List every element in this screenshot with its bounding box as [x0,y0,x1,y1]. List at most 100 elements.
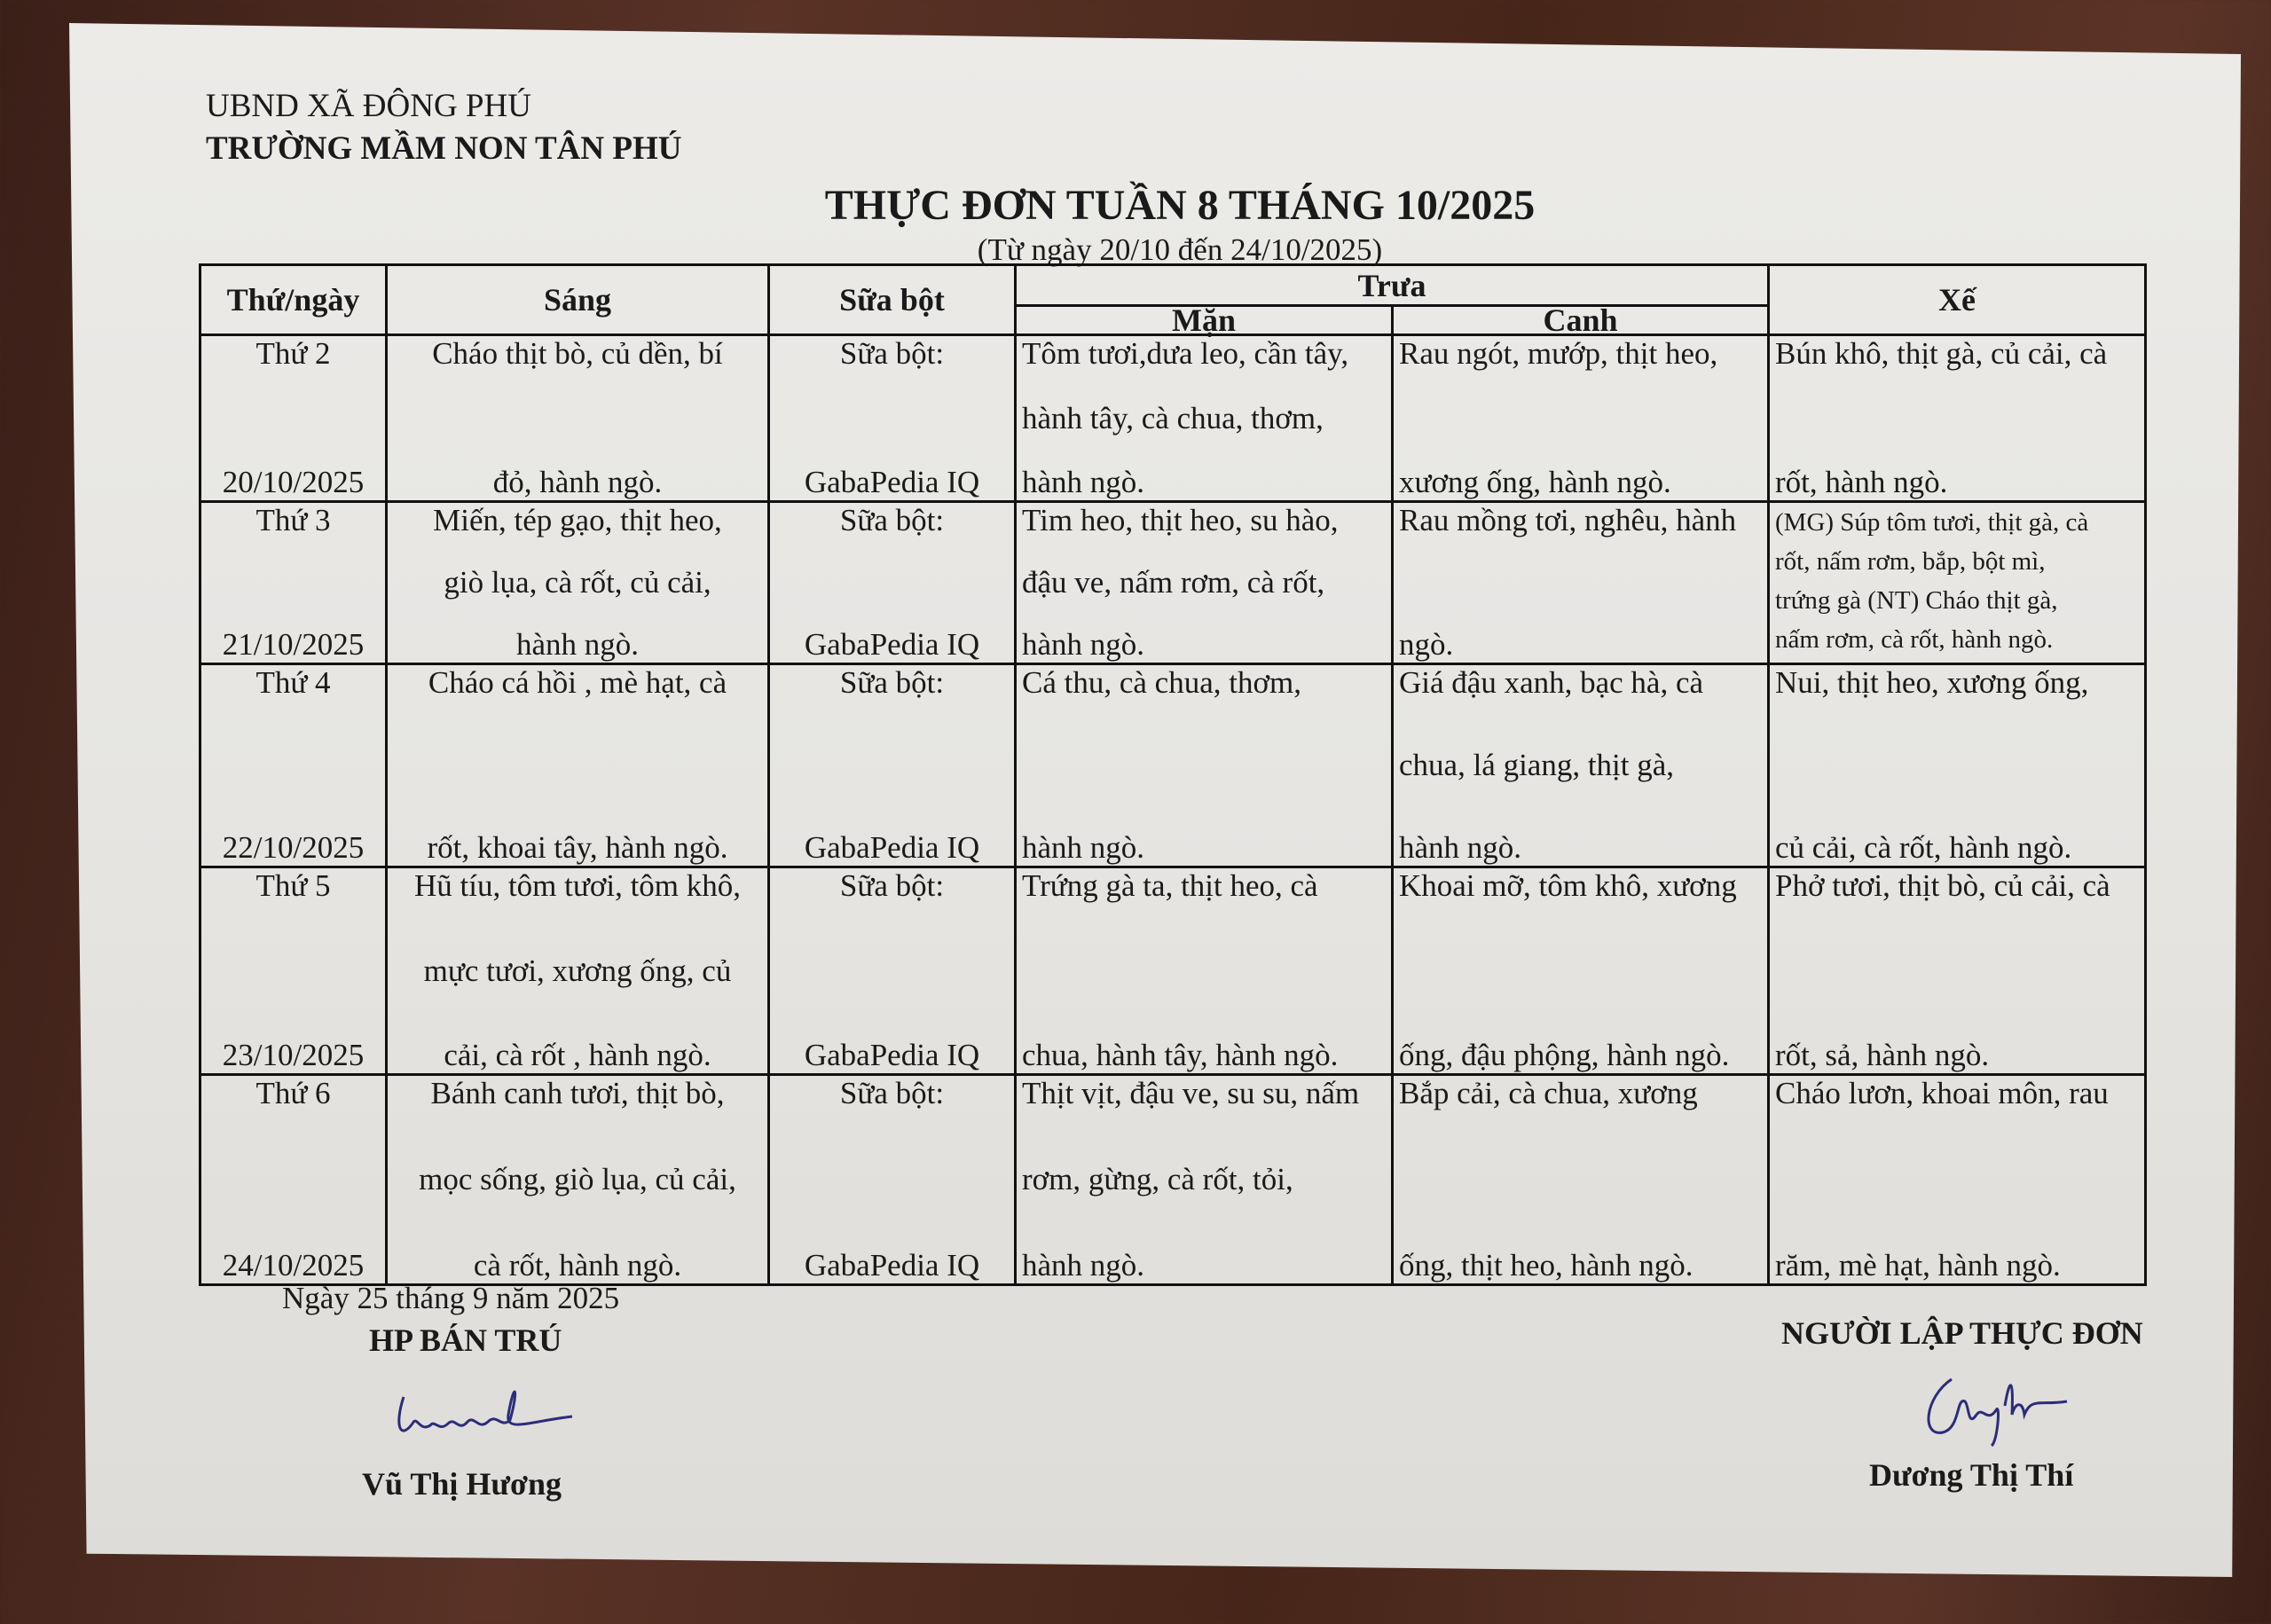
cell-day: Thứ 4 22/10/2025 [199,663,388,868]
cell-line: rốt, sả, hành ngò. [1775,1038,1990,1072]
cell-line: rốt, hành ngò. [1775,465,1948,499]
header-sang: Sáng [385,263,770,336]
cell-man: Trứng gà ta, thịt heo, cà chua, hành tây,… [1014,866,1394,1076]
cell-sua: Sữa bột: GabaPedia IQ [767,333,1017,503]
cell-man: Tôm tươi,dưa leo, cần tây, hành tây, cà c… [1014,333,1394,503]
right-signature [1927,1377,2068,1447]
date-label: 22/10/2025 [222,830,365,865]
date-label: 23/10/2025 [222,1038,365,1072]
cell-line: hành ngò. [1022,465,1145,499]
cell-line: hành ngò. [1022,627,1145,662]
cell-canh: Bắp cải, cà chua, xương ống, thịt heo, hà… [1391,1073,1770,1286]
cell-line: ngò. [1399,627,1454,662]
cell-line: giò lụa, cà rốt, củ cải, [444,565,711,600]
menu-title: THỰC ĐƠN TUẦN 8 THÁNG 10/2025 [824,182,1536,229]
cell-line: chua, lá giang, thịt gà, [1399,748,1675,782]
date-label: 20/10/2025 [222,465,365,499]
cell-line: Khoai mỡ, tôm khô, xương [1399,868,1737,903]
cell-line: GabaPedia IQ [804,627,980,662]
cell-line: GabaPedia IQ [804,465,980,499]
cell-sang: Miến, tép gạo, thịt heo, giò lụa, cà rốt,… [385,500,770,665]
cell-xe: Cháo lươn, khoai môn, rau răm, mè hạt, hà… [1767,1073,2147,1286]
left-signer-name: Vũ Thị Hương [362,1466,562,1502]
menu-row: Thứ 2 20/10/2025 Cháo thịt bò, củ dền, bí đ… [199,333,2147,503]
cell-line: Rau mồng tơi, nghêu, hành [1399,503,1737,537]
school-name: TRƯỜNG MẦM NON TÂN PHÚ [206,130,682,167]
right-signer-name: Dương Thị Thí [1869,1457,2074,1493]
cell-sang: Cháo thịt bò, củ dền, bí đỏ, hành ngò. [385,333,770,503]
cell-line: Phở tươi, thịt bò, củ cải, cà [1775,868,2110,903]
cell-xe: Phở tươi, thịt bò, củ cải, cà rốt, sả, hà… [1767,866,2147,1076]
cell-line: Rau ngót, mướp, thịt heo, [1399,336,1718,371]
cell-sang: Bánh canh tươi, thịt bò, mọc sống, giò lụ… [385,1073,770,1286]
cell-line: ống, đậu phộng, hành ngò. [1399,1038,1730,1072]
cell-line: hành ngò. [515,627,640,662]
cell-line: cà rốt, hành ngò. [473,1248,682,1283]
weekday-label: Thứ 2 [255,336,331,371]
header-day: Thứ/ngày [199,263,388,336]
cell-line: củ cải, cà rốt, hành ngò. [1775,830,2072,865]
cell-line: xương ống, hành ngò. [1399,465,1671,499]
cell-day: Thứ 2 20/10/2025 [199,333,388,503]
cell-line: Sữa bột: [839,503,945,537]
cell-line: Cháo lươn, khoai môn, rau [1775,1076,2109,1110]
cell-sua: Sữa bột: GabaPedia IQ [767,500,1017,665]
date-range: (Từ ngày 20/10 đến 24/10/2025) [977,232,1383,267]
cell-canh: Rau ngót, mướp, thịt heo, xương ống, hành… [1391,333,1770,503]
cell-line: Bánh canh tươi, thịt bò, [430,1076,725,1110]
cell-man: Cá thu, cà chua, thơm, hành ngò. [1014,663,1394,868]
cell-line: Sữa bột: [839,1076,945,1110]
organization-name: UBND XÃ ĐÔNG PHÚ [206,88,531,124]
right-signer-role: NGƯỜI LẬP THỰC ĐƠN [1781,1315,2143,1351]
menu-row: Thứ 3 21/10/2025 Miến, tép gạo, thịt heo, g… [199,500,2147,665]
weekday-label: Thứ 4 [255,665,331,700]
cell-day: Thứ 6 24/10/2025 [199,1073,388,1286]
cell-line: cải, cà rốt , hành ngò. [444,1038,711,1072]
menu-row: Thứ 6 24/10/2025 Bánh canh tươi, thịt bò, m… [199,1073,2147,1286]
weekday-label: Thứ 3 [255,503,331,537]
cell-line: rốt, nấm rơm, bắp, bột mì, [1775,547,2046,576]
cell-line: Sữa bột: [839,336,945,371]
cell-line: Hũ tíu, tôm tươi, tôm khô, [413,868,742,903]
menu-row: Thứ 4 22/10/2025 Cháo cá hồi , mè hạt, cà r… [199,663,2147,868]
cell-line: Tim heo, thịt heo, su hào, [1022,503,1339,537]
cell-line: trứng gà (NT) Cháo thịt gà, [1775,586,2058,615]
cell-line: Sữa bột: [839,868,945,903]
cell-sua: Sữa bột: GabaPedia IQ [767,1073,1017,1286]
cell-canh: Giá đậu xanh, bạc hà, cà chua, lá giang, … [1391,663,1770,868]
cell-line: hành tây, cà chua, thơm, [1022,400,1324,435]
cell-line: Sữa bột: [839,665,945,700]
cell-line: hành ngò. [1399,830,1522,865]
cell-line: mọc sống, giò lụa, củ cải, [419,1162,736,1196]
cell-sua: Sữa bột: GabaPedia IQ [767,866,1017,1076]
cell-line: Cá thu, cà chua, thơm, [1022,665,1301,700]
weekday-label: Thứ 5 [255,868,331,903]
date-label: 21/10/2025 [222,627,365,662]
cell-line: ống, thịt heo, hành ngò. [1399,1248,1693,1283]
cell-xe: Nui, thịt heo, xương ống, củ cải, cà rốt,… [1767,663,2147,868]
cell-line: Cháo thịt bò, củ dền, bí [432,336,723,371]
signing-date: Ngày 25 tháng 9 năm 2025 [282,1281,620,1315]
left-signer-role: HP BÁN TRÚ [369,1322,562,1358]
cell-line: hành ngò. [1022,830,1145,865]
weekday-label: Thứ 6 [255,1076,331,1110]
header-canh: Canh [1391,304,1770,336]
header-sua: Sữa bột [767,263,1017,336]
header-man: Mặn [1014,304,1394,336]
menu-table: Thứ/ngày Sáng Sữa bột Trưa Xế Mặn Canh T… [199,263,2147,1286]
date-label: 24/10/2025 [222,1248,365,1283]
cell-line: Nui, thịt heo, xương ống, [1775,665,2089,700]
cell-line: đậu ve, nấm rơm, cà rốt, [1022,565,1325,600]
cell-xe: (MG) Súp tôm tươi, thịt gà, cà rốt, nấm r… [1767,500,2147,665]
cell-line: GabaPedia IQ [804,830,980,865]
cell-canh: Rau mồng tơi, nghêu, hành ngò. [1391,500,1770,665]
cell-sua: Sữa bột: GabaPedia IQ [767,663,1017,868]
cell-line: hành ngò. [1022,1248,1145,1283]
cell-line: GabaPedia IQ [804,1248,980,1283]
cell-xe: Bún khô, thịt gà, củ cải, cà rốt, hành ng… [1767,333,2147,503]
cell-line: Thịt vịt, đậu ve, su su, nấm [1022,1076,1360,1110]
cell-canh: Khoai mỡ, tôm khô, xương ống, đậu phộng, … [1391,866,1770,1076]
cell-sang: Hũ tíu, tôm tươi, tôm khô, mực tươi, xươn… [385,866,770,1076]
cell-line: nấm rơm, cà rốt, hành ngò. [1775,625,2054,654]
cell-line: chua, hành tây, hành ngò. [1022,1038,1339,1072]
